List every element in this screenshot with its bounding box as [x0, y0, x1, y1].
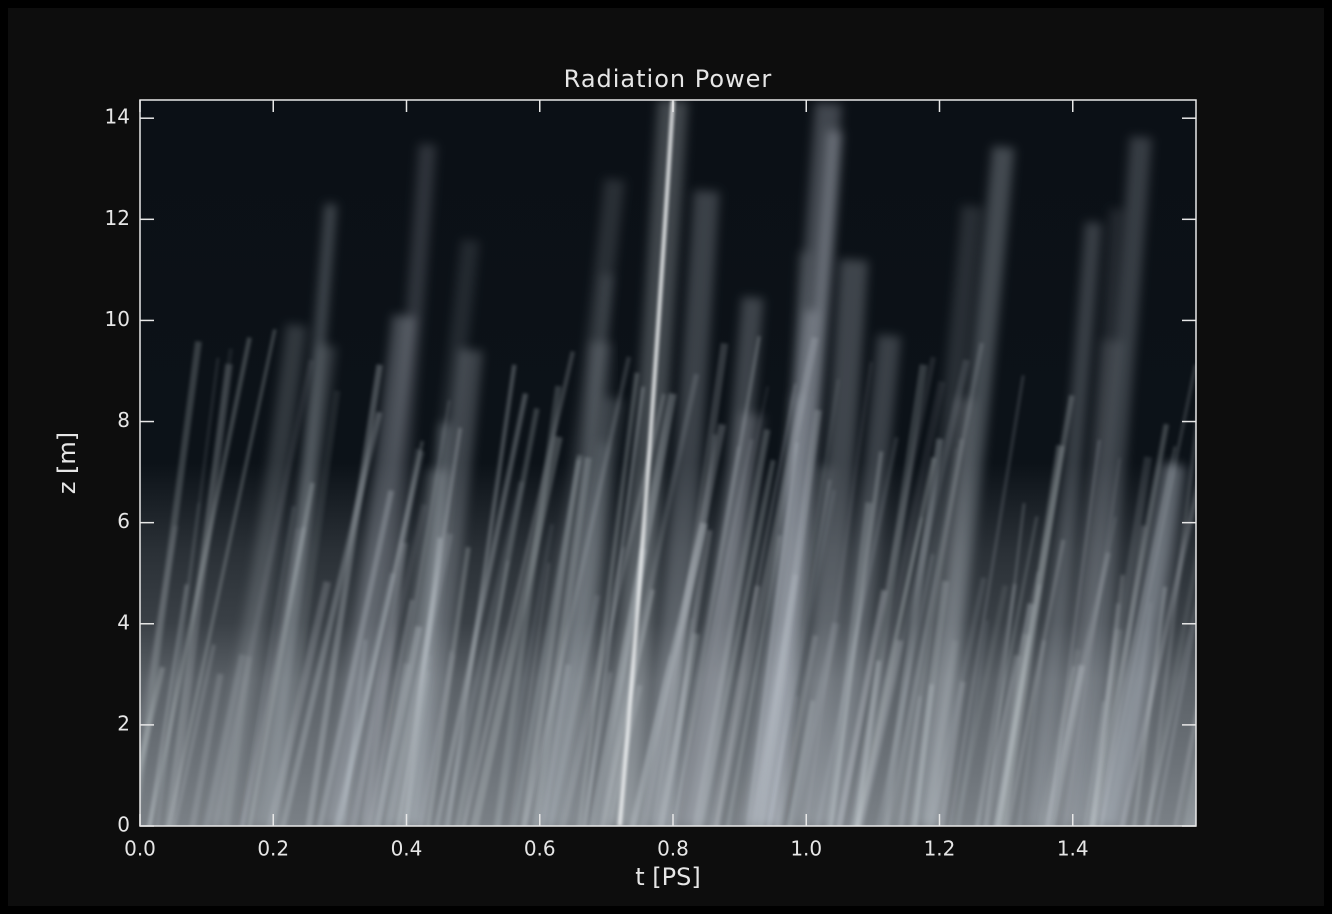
streak: [496, 523, 555, 826]
streak: [726, 535, 782, 826]
streak: [167, 328, 277, 826]
plot-frame: [139, 99, 1197, 827]
streak: [604, 100, 688, 826]
y-tick-label: 0: [117, 813, 130, 837]
x-tick-label: 1.0: [790, 837, 822, 861]
streak: [776, 635, 819, 826]
streak: [795, 258, 869, 826]
streak: [509, 562, 551, 826]
x-tick-label: 0.8: [657, 837, 689, 861]
streak: [208, 323, 307, 826]
streak: [583, 386, 645, 826]
streak: [948, 375, 1025, 826]
streak: [381, 239, 480, 826]
streak: [154, 502, 201, 826]
streak: [537, 442, 612, 826]
y-tick-label: 10: [105, 307, 130, 331]
streak: [1119, 483, 1196, 826]
chart-title: Radiation Power: [564, 65, 773, 93]
heatmap-image: [140, 100, 1196, 826]
streak: [147, 584, 189, 826]
x-tick-label: 1.4: [1057, 837, 1089, 861]
streak: [644, 190, 720, 826]
streak: [953, 584, 1009, 826]
streak: [892, 205, 983, 826]
y-axis-label: z [m]: [53, 432, 81, 494]
y-tick-label: 2: [117, 711, 130, 735]
streak: [982, 654, 1022, 826]
streak: [140, 525, 179, 746]
streak: [854, 456, 937, 826]
streak: [1016, 640, 1047, 826]
streak: [369, 662, 411, 826]
streak: [493, 385, 562, 826]
streak: [172, 644, 216, 826]
streak: [909, 580, 950, 826]
streak: [713, 585, 761, 826]
y-tick-label: 6: [117, 509, 130, 533]
streak: [1067, 136, 1152, 826]
y-tick-label: 12: [105, 206, 130, 230]
streak: [325, 314, 416, 826]
streak: [1154, 623, 1196, 826]
streak: [305, 364, 383, 826]
streak: [462, 560, 509, 826]
streak: [576, 372, 640, 826]
streak: [1178, 721, 1196, 826]
streak: [994, 395, 1075, 826]
streak: [923, 398, 976, 826]
streak: [1173, 705, 1196, 826]
streak: [517, 178, 625, 826]
y-tick-label: 14: [105, 105, 130, 129]
streak: [280, 411, 383, 826]
streak: [189, 673, 224, 826]
x-tick-label: 0.4: [391, 837, 423, 861]
streak: [744, 394, 806, 826]
streak: [938, 681, 966, 826]
streak: [1027, 221, 1102, 826]
streak: [248, 344, 337, 826]
x-axis-label: t [PS]: [635, 863, 700, 891]
streak: [851, 364, 928, 826]
streak: [357, 143, 437, 826]
streak: [1084, 456, 1152, 826]
streak: [1144, 599, 1196, 826]
y-tick-label: 8: [117, 408, 130, 432]
streak: [1101, 462, 1180, 826]
streak: [974, 583, 1017, 826]
streak: [819, 334, 901, 826]
x-tick-label: 1.2: [924, 837, 956, 861]
streak: [673, 412, 765, 826]
y-tick-label: 4: [117, 610, 130, 634]
x-tick-label: 0.6: [524, 837, 556, 861]
streak: [1044, 339, 1123, 826]
x-tick-label: 0.2: [257, 837, 289, 861]
x-tick-label: 0.0: [124, 837, 156, 861]
streak: [441, 480, 525, 826]
